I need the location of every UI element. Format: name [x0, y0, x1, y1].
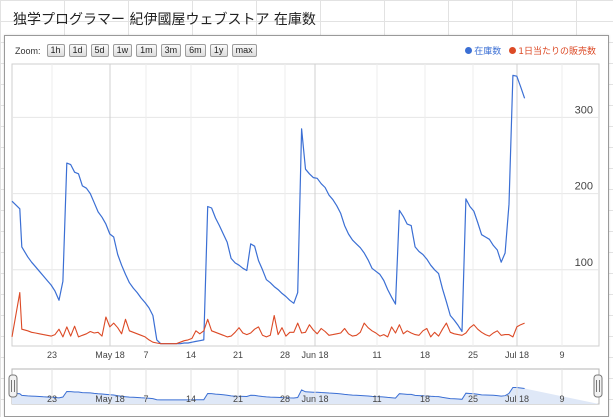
navigator-tick-label: May 18: [95, 394, 125, 404]
y-tick-label: 100: [575, 257, 593, 269]
zoom-6m-button[interactable]: 6m: [185, 44, 206, 57]
x-tick-label: 21: [233, 350, 243, 360]
navigator-tick-label: Jul 18: [505, 394, 529, 404]
navigator-tick-label: 18: [420, 394, 430, 404]
zoom-1y-button[interactable]: 1y: [209, 44, 228, 57]
navigator-line: [11, 387, 525, 401]
navigator-tick-label: 25: [468, 394, 478, 404]
navigator-tick-label: 21: [233, 394, 243, 404]
x-tick-label: 18: [420, 350, 430, 360]
zoom-bar: Zoom: 1h 1d 5d 1w 1m 3m 6m 1y max: [15, 44, 257, 57]
x-tick-label: 7: [143, 350, 148, 360]
legend-label-sales: 1日当たりの販売数: [518, 47, 596, 57]
x-tick-label: 11: [372, 350, 381, 360]
zoom-1d-button[interactable]: 1d: [68, 44, 87, 57]
sheet-title: 独学プログラマー 紀伊國屋ウェブストア 在庫数: [13, 12, 316, 28]
zoom-3m-button[interactable]: 3m: [160, 44, 182, 57]
legend-dot-stock: [465, 47, 473, 54]
x-tick-label: 28: [280, 350, 290, 360]
x-tick-label: Jun 18: [301, 350, 328, 360]
annotated-timeline-chart: Zoom: 1h 1d 5d 1w 1m 3m 6m 1y max 在庫数 1日…: [4, 35, 609, 417]
zoom-max-button[interactable]: max: [231, 44, 257, 57]
navigator-tick-label: 28: [280, 394, 290, 404]
legend-item-stock[interactable]: 在庫数: [465, 44, 501, 57]
y-tick-label: 300: [575, 104, 593, 116]
x-tick-label: 25: [468, 350, 478, 360]
x-tick-label: Jul 18: [505, 350, 529, 360]
range-handle-left[interactable]: [8, 374, 18, 398]
y-tick-label: 200: [575, 181, 593, 193]
navigator-tick-label: 7: [143, 394, 148, 404]
series-line-stock: [11, 74, 526, 345]
plot-area: [11, 63, 600, 347]
zoom-label: Zoom:: [15, 45, 41, 56]
legend-dot-sales: [509, 47, 517, 54]
series-line-sales: [11, 292, 525, 345]
navigator-tick-label: 11: [372, 394, 381, 404]
x-tick-label: 9: [559, 350, 564, 360]
range-handle-right[interactable]: [593, 374, 603, 398]
legend-item-sales[interactable]: 1日当たりの販売数: [509, 44, 596, 57]
x-tick-label: May 18: [95, 350, 125, 360]
zoom-1h-button[interactable]: 1h: [46, 44, 65, 57]
x-tick-label: 14: [186, 350, 196, 360]
zoom-1w-button[interactable]: 1w: [112, 44, 133, 57]
zoom-1m-button[interactable]: 1m: [136, 44, 157, 57]
navigator-tick-label: 14: [186, 394, 196, 404]
x-tick-label: 23: [47, 350, 57, 360]
chart-legend: 在庫数 1日当たりの販売数: [465, 44, 596, 57]
navigator-tick-label: 9: [559, 394, 564, 404]
zoom-5d-button[interactable]: 5d: [90, 44, 109, 57]
navigator-tick-label: Jun 18: [301, 394, 328, 404]
legend-label-stock: 在庫数: [474, 47, 502, 57]
chart-plot-svg: 100 200 300 23 May 18 7 14 21 28 Jun 18 11 18 25 Jul …: [8, 63, 603, 405]
navigator-tick-label: 23: [47, 394, 57, 404]
